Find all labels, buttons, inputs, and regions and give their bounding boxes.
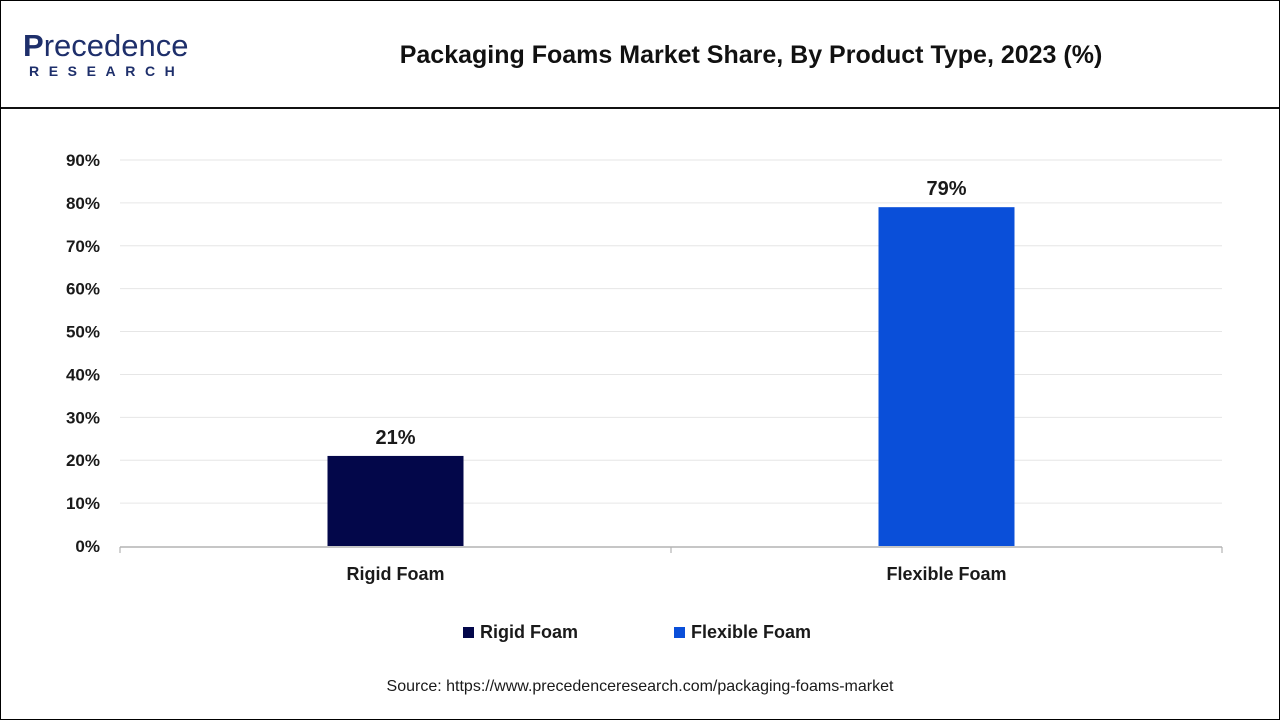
category-labels: Rigid Foam Flexible Foam: [347, 564, 1007, 584]
legend-label-rigid-foam: Rigid Foam: [480, 621, 578, 642]
logo-wordmark: Precedence: [23, 28, 189, 63]
category-label: Flexible Foam: [886, 564, 1006, 584]
bar-rigid-foam: [327, 455, 464, 546]
legend-item-rigid-foam: Rigid Foam: [463, 620, 578, 644]
y-tick-label: 70%: [66, 237, 100, 256]
y-tick-label: 90%: [66, 151, 100, 170]
legend-swatch-flexible-foam: [674, 626, 685, 638]
y-tick-label: 60%: [66, 280, 100, 299]
y-tick-label: 20%: [66, 451, 100, 470]
gridlines: [120, 159, 1222, 504]
bar-flexible-foam: [878, 207, 1015, 546]
y-tick-label: 50%: [66, 323, 100, 342]
bar-chart: 0% 10% 20% 30% 40% 50% 60% 70% 80% 90% 21% 79% Rig…: [66, 151, 1223, 584]
y-tick-label: 0%: [75, 537, 100, 556]
x-axis: [119, 546, 1223, 553]
y-tick-label: 30%: [66, 408, 100, 427]
y-tick-label: 10%: [66, 494, 100, 513]
category-label: Rigid Foam: [347, 564, 445, 584]
data-label: 79%: [926, 178, 966, 200]
brand-logo: Precedence RESEARCH: [23, 29, 213, 81]
legend-swatch-rigid-foam: [463, 626, 474, 638]
y-axis: 0% 10% 20% 30% 40% 50% 60% 70% 80% 90%: [66, 151, 100, 556]
bars: [327, 207, 1015, 546]
legend-label-flexible-foam: Flexible Foam: [691, 621, 812, 642]
legend: Rigid Foam Flexible Foam: [0, 620, 1280, 644]
y-tick-label: 40%: [66, 365, 100, 384]
data-labels: 21% 79%: [375, 178, 966, 449]
data-label: 21%: [375, 427, 415, 449]
legend-item-flexible-foam: Flexible Foam: [674, 620, 811, 644]
y-tick-label: 80%: [66, 194, 100, 213]
logo-subtitle: RESEARCH: [29, 63, 185, 79]
chart-title: Packaging Foams Market Share, By Product…: [399, 41, 1103, 69]
source-note: Source: https://www.precedenceresearch.c…: [386, 678, 894, 695]
header: Precedence RESEARCH Packaging Foams Mark…: [1, 1, 1279, 109]
